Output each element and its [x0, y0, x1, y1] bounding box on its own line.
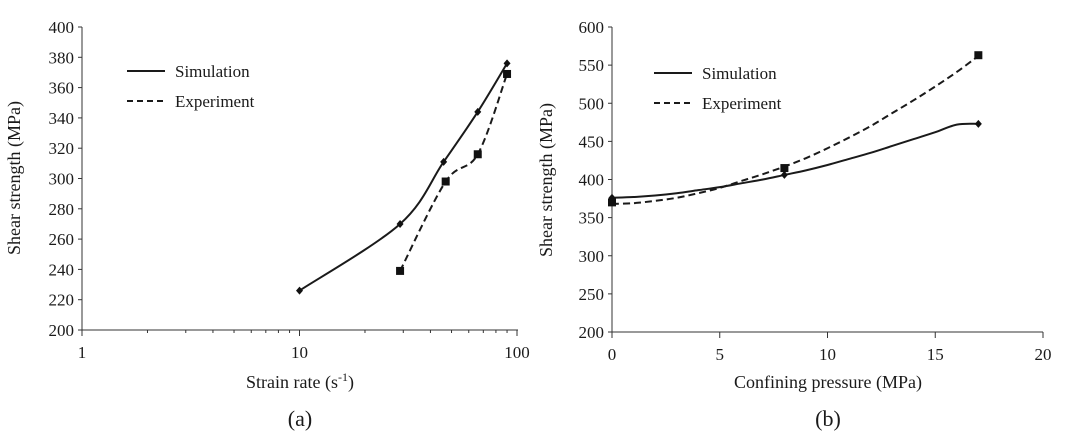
chart-a-x-axis-label-sup: -1	[338, 370, 348, 384]
chart-b-legend-experiment-label: Experiment	[702, 94, 782, 113]
chart-b-y-tick-label: 350	[579, 209, 605, 228]
chart-b-legend: Simulation Experiment	[654, 64, 782, 113]
chart-b-panel-label: (b)	[815, 406, 841, 431]
chart-b-experiment-point	[974, 51, 983, 60]
chart-b: 200 250 300 350 400 450 500 550 600 0 5 10 15 20 Sim…	[536, 18, 1052, 431]
chart-a-legend: Simulation Experiment	[127, 62, 255, 111]
chart-a-y-tick-label: 360	[49, 79, 75, 98]
chart-b-y-axis-label: Shear strength (MPa)	[536, 103, 557, 257]
chart-a-y-tick-label: 340	[49, 109, 75, 128]
chart-a-experiment-point	[473, 150, 482, 159]
chart-b-x-tick-label: 10	[819, 345, 836, 364]
chart-a-simulation-point	[440, 157, 448, 166]
chart-a-y-tick-label: 300	[49, 170, 75, 189]
chart-a-legend-experiment-label: Experiment	[175, 92, 255, 111]
chart-b-x-tick-label: 5	[716, 345, 725, 364]
chart-b-y-tick-label: 550	[579, 56, 605, 75]
chart-a-series-simulation-line	[298, 62, 508, 292]
chart-a-x-axis-label-end: )	[348, 372, 354, 393]
chart-a-y-tick-label: 260	[49, 230, 75, 249]
chart-a-simulation-point	[503, 59, 511, 68]
chart-a-y-axis-label: Shear strength (MPa)	[4, 101, 25, 255]
chart-a-x-tick-label: 10	[291, 343, 308, 362]
chart-b-series-simulation-line	[611, 122, 979, 199]
chart-a-simulation-point	[296, 286, 303, 295]
chart-a: 200 220 240 260 280 300 320 340 360 380 400 1 10 100…	[4, 18, 530, 431]
chart-b-x-tick-label: 0	[608, 345, 617, 364]
chart-b-y-tick-label: 300	[579, 247, 605, 266]
chart-a-y-tick-label: 380	[49, 48, 75, 67]
chart-b-y-tick-label: 450	[579, 132, 605, 151]
chart-a-panel-label: (a)	[288, 406, 312, 431]
chart-b-experiment-point	[608, 198, 616, 207]
chart-b-y-tick-label: 500	[579, 94, 605, 113]
chart-b-y-tick-label: 600	[579, 18, 605, 37]
chart-b-y-tick-label: 400	[579, 171, 605, 190]
chart-b-legend-simulation-label: Simulation	[702, 64, 777, 83]
chart-a-y-tick-label: 240	[49, 260, 75, 279]
chart-b-simulation-point	[780, 170, 788, 179]
chart-a-experiment-point	[441, 177, 450, 186]
chart-b-x-axis-label: Confining pressure (MPa)	[734, 372, 922, 393]
chart-a-simulation-point	[396, 219, 404, 228]
chart-a-y-tick-label: 280	[49, 200, 75, 219]
chart-a-y-tick-label: 400	[49, 18, 75, 37]
chart-a-y-tick-label: 200	[49, 321, 75, 340]
chart-a-series-experiment-line	[399, 73, 508, 272]
chart-b-x-tick-label: 15	[927, 345, 944, 364]
chart-a-x-tick-label: 1	[78, 343, 87, 362]
chart-a-x-axis-label-main: Strain rate (s	[246, 372, 338, 393]
chart-a-x-axis-label: Strain rate (s-1)	[246, 370, 354, 393]
chart-b-x-tick-label: 20	[1035, 345, 1052, 364]
chart-a-simulation-point	[474, 107, 482, 116]
chart-b-y-tick-label: 200	[579, 323, 605, 342]
chart-a-experiment-point	[503, 69, 512, 78]
chart-a-experiment-point	[396, 266, 405, 275]
chart-b-y-tick-label: 250	[579, 285, 605, 304]
chart-a-y-tick-label: 220	[49, 291, 75, 310]
chart-b-experiment-point	[780, 164, 789, 173]
chart-a-legend-simulation-label: Simulation	[175, 62, 250, 81]
chart-b-simulation-point	[974, 119, 982, 128]
chart-a-y-tick-label: 320	[49, 139, 75, 158]
chart-b-series-experiment-line	[611, 55, 979, 205]
chart-a-x-tick-label: 100	[504, 343, 530, 362]
